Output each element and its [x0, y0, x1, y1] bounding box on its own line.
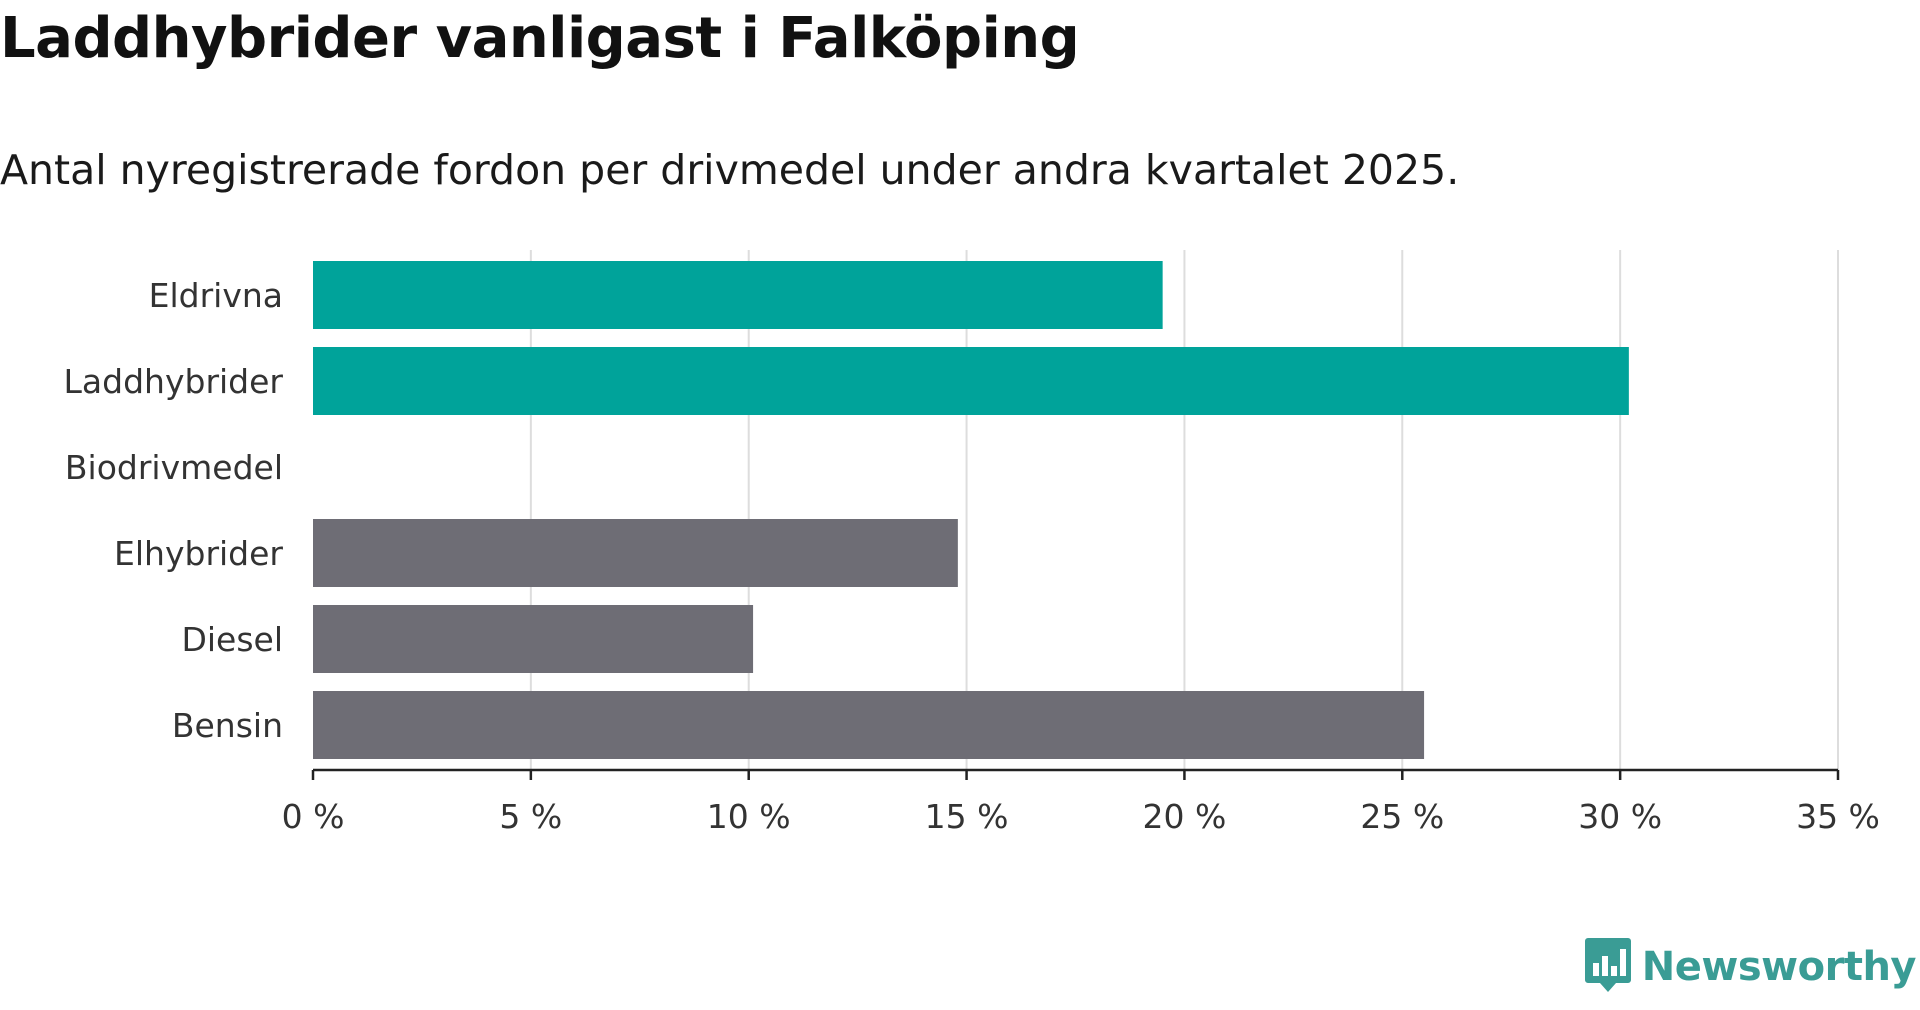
- x-tick-label: 20 %: [1143, 797, 1227, 836]
- page-title: Laddhybrider vanligast i Falköping: [0, 6, 1080, 71]
- category-label: Eldrivna: [149, 276, 283, 315]
- category-label: Elhybrider: [114, 534, 283, 573]
- x-tick-label: 10 %: [707, 797, 791, 836]
- bar-elhybrider: [313, 519, 958, 587]
- category-label: Laddhybrider: [64, 362, 284, 401]
- page-subtitle: Antal nyregistrerade fordon per drivmede…: [0, 146, 1460, 194]
- x-tick-label: 5 %: [499, 797, 562, 836]
- x-axis: 0 % 5 % 10 % 15 % 20 % 25 % 30 % 35 %: [282, 768, 1880, 836]
- bar-bensin: [313, 691, 1425, 759]
- x-tick-label: 0 %: [282, 797, 345, 836]
- category-labels: Eldrivna Laddhybrider Biodrivmedel Elhybrid…: [64, 276, 284, 745]
- bar-chart: Eldrivna Laddhybrider Biodrivmedel Elhybrid…: [64, 250, 1880, 836]
- category-label: Biodrivmedel: [65, 448, 283, 487]
- x-tick-label: 25 %: [1360, 797, 1444, 836]
- newsworthy-logo: Newsworthy: [1584, 936, 1917, 998]
- category-label: Bensin: [172, 706, 283, 745]
- newsworthy-logo-text: Newsworthy: [1641, 944, 1917, 990]
- bar-eldrivna: [313, 261, 1163, 329]
- bar-diesel: [313, 605, 754, 673]
- grid-lines: [529, 250, 1839, 770]
- x-tick-label: 15 %: [925, 797, 1009, 836]
- category-label: Diesel: [181, 620, 283, 659]
- x-tick-label: 30 %: [1578, 797, 1662, 836]
- newsworthy-logo-icon: [1584, 936, 1632, 998]
- bar-laddhybrider: [313, 347, 1629, 415]
- x-tick-label: 35 %: [1796, 797, 1880, 836]
- bars: [313, 261, 1629, 759]
